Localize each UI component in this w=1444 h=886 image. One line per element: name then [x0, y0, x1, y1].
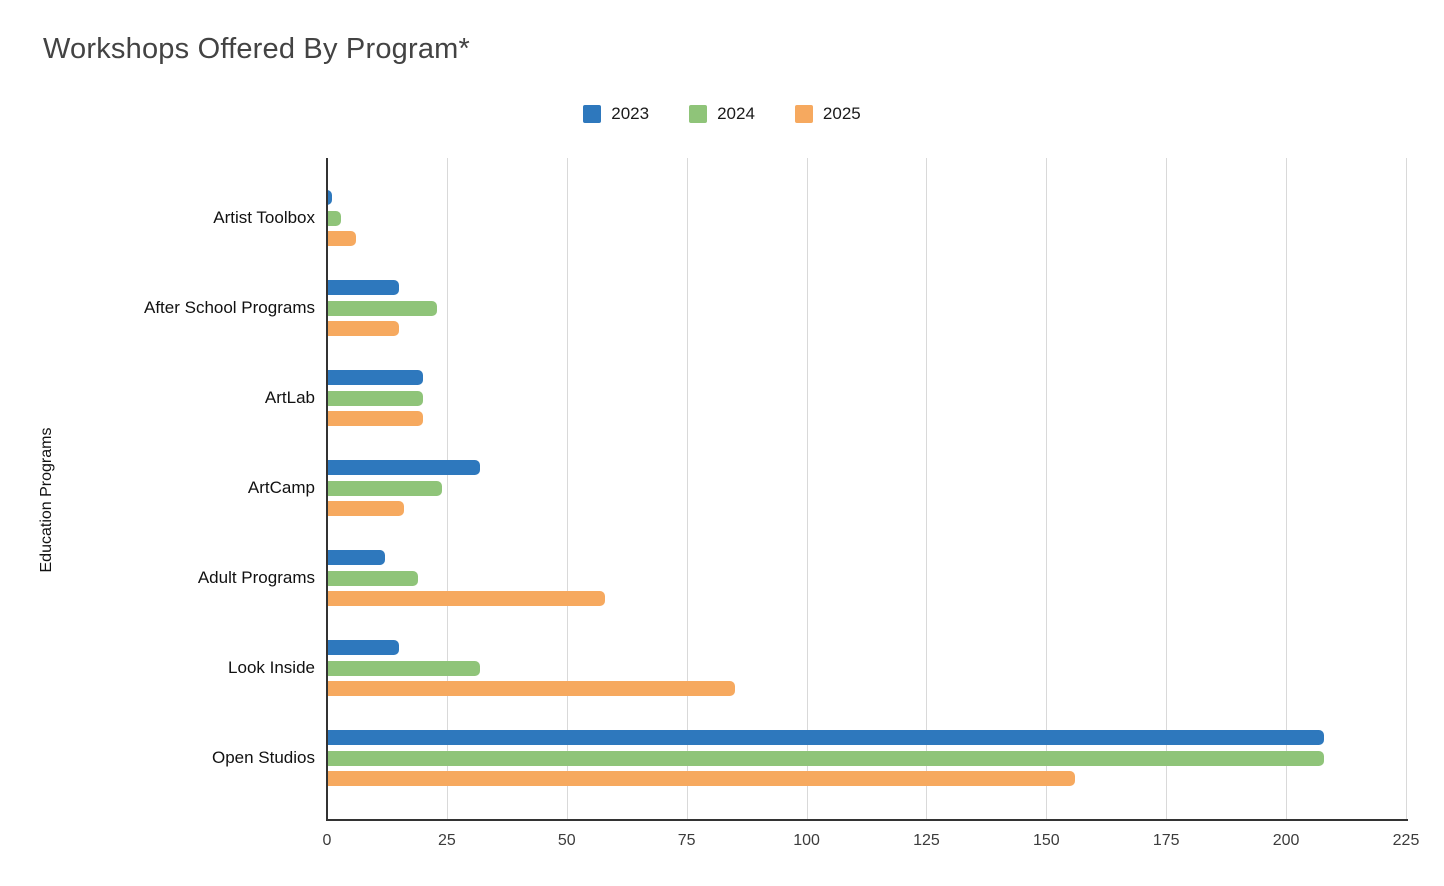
bar-2025-4 [327, 590, 606, 606]
x-tick-label-75: 75 [677, 832, 696, 849]
x-tick-label-50: 50 [557, 832, 576, 849]
bar-2025-5 [327, 680, 735, 696]
bar-2024-4 [327, 570, 419, 586]
gridline-x-25 [446, 158, 448, 820]
bar-2023-1 [327, 280, 399, 295]
gridline-x-100 [806, 158, 808, 820]
bar-2023-0 [327, 190, 332, 205]
legend-swatch-icon [583, 105, 602, 123]
y-axis-title: Education Programs [38, 427, 55, 573]
category-label: ArtLab [264, 388, 315, 407]
legend-item-2023: 2023 [583, 104, 649, 124]
gridline-x-50 [566, 158, 568, 820]
x-tick-label-200: 200 [1272, 832, 1300, 849]
bar-2025-3 [327, 500, 404, 516]
x-axis-line [326, 819, 1408, 821]
category-label: Look Inside [228, 658, 315, 677]
x-tick-label-125: 125 [913, 832, 940, 849]
y-axis-line [326, 158, 328, 820]
legend-swatch-icon [794, 105, 813, 123]
bar-2024-6 [327, 750, 1325, 766]
x-tick-label-150: 150 [1032, 832, 1060, 849]
bar-2024-3 [327, 480, 443, 496]
bar-2023-2 [327, 370, 423, 385]
category-label: Artist Toolbox [213, 208, 315, 227]
gridline-x-200 [1286, 158, 1288, 820]
legend-label: 2025 [822, 104, 861, 123]
category-label: Adult Programs [197, 568, 315, 587]
category-label: ArtCamp [247, 478, 315, 497]
bar-2023-4 [327, 550, 385, 565]
chart-title: Workshops Offered By Program* [43, 33, 471, 65]
x-tick-label-25: 25 [437, 832, 456, 849]
x-tick-label-175: 175 [1152, 832, 1180, 849]
gridline-x-175 [1166, 158, 1168, 820]
legend-item-2025: 2025 [794, 104, 861, 124]
bar-2025-6 [327, 770, 1076, 786]
gridline-x-150 [1046, 158, 1048, 820]
bar-2023-5 [327, 640, 399, 655]
legend-label: 2023 [611, 104, 650, 123]
gridline-x-125 [926, 158, 928, 820]
legend-swatch-icon [689, 105, 708, 123]
x-tick-label-100: 100 [793, 832, 820, 849]
legend-item-2024: 2024 [689, 104, 755, 124]
gridline-x-75 [686, 158, 688, 820]
bar-2025-0 [327, 230, 356, 246]
category-label: After School Programs [143, 298, 315, 317]
bar-2024-2 [327, 390, 423, 406]
bar-2023-3 [327, 460, 481, 475]
bar-2024-0 [327, 210, 342, 226]
x-tick-label-0: 0 [322, 832, 332, 849]
bar-2025-1 [327, 320, 399, 336]
chart-legend: 2023 2024 2025 [0, 104, 1444, 124]
category-label: Open Studios [211, 748, 315, 767]
x-tick-label-225: 225 [1392, 832, 1420, 849]
gridline-x-225 [1406, 158, 1407, 820]
bar-2023-6 [327, 730, 1325, 745]
bar-2025-2 [327, 410, 423, 426]
bar-2024-5 [327, 660, 481, 676]
bar-2024-1 [327, 300, 438, 316]
legend-label: 2024 [717, 104, 755, 123]
